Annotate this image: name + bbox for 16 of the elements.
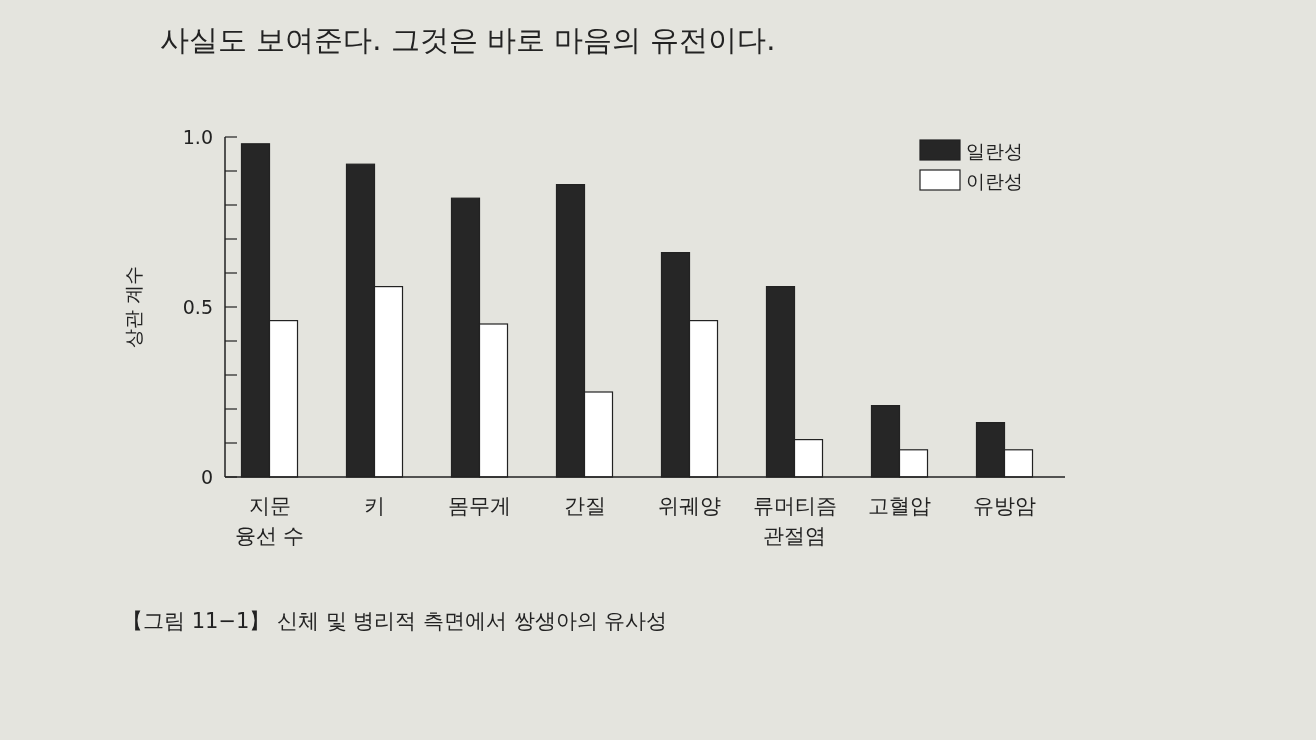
x-tick-label: 키 <box>364 494 385 518</box>
x-tick-label: 고혈압 <box>868 494 931 518</box>
x-tick-label: 몸무게 <box>448 494 511 518</box>
x-tick-label: 지문 융선 수 <box>234 494 305 548</box>
x-tick-label: 위궤양 <box>658 494 721 518</box>
text: 사실도 보여준다. 그것은 바로 마음의 유전이다. <box>160 23 776 57</box>
y-tick-label: 1.0 <box>182 126 213 148</box>
x-tick-label: 류머티즘 관절염 <box>752 494 837 548</box>
text: 【그림 11−1】 신체 및 병리적 측면에서 쌍생아의 유사성 <box>122 609 668 633</box>
y-tick-label: 0 <box>200 466 213 488</box>
legend-label: 이란성 <box>966 170 1023 192</box>
y-axis-title: 상관 계수 <box>122 265 144 349</box>
legend-label: 일란성 <box>966 140 1023 162</box>
x-tick-label: 간질 <box>563 494 606 518</box>
y-tick-label: 0.5 <box>182 296 213 318</box>
x-tick-label: 유방암 <box>973 494 1036 518</box>
